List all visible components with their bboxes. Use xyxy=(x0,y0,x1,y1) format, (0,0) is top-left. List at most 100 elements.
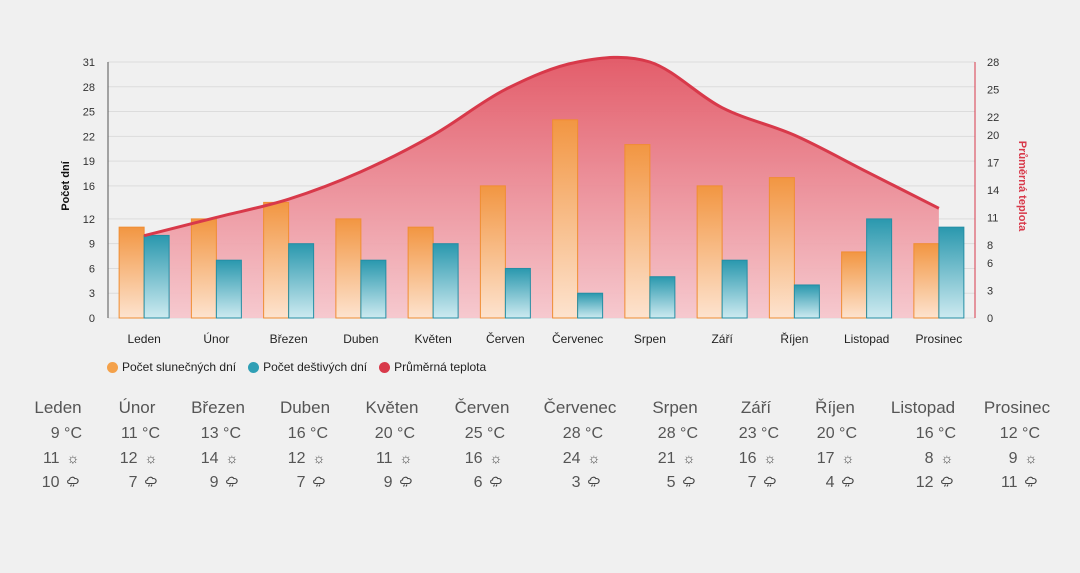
bar-rainy[interactable] xyxy=(938,226,965,319)
bar-sunny[interactable] xyxy=(407,226,434,319)
summary-rainy-value: 7 xyxy=(128,474,138,491)
summary-temp: 28 °C xyxy=(608,422,698,446)
bar-rainy[interactable] xyxy=(866,218,893,319)
summary-rainy-value: 12 xyxy=(915,474,934,491)
category-label: Listopad xyxy=(844,332,889,346)
legend-item-temp[interactable]: Průměrná teplota xyxy=(379,360,486,374)
summary-month: Červen xyxy=(454,398,510,417)
summary-temp: 9 °C xyxy=(0,422,82,446)
category-label: Únor xyxy=(203,331,229,346)
bar-sunny[interactable] xyxy=(624,144,651,319)
climate-chart: 0 3 6 9 12 16 19 22 25 28 31 0 3 6 8 11 14 17 20 22 25 28 Le… xyxy=(60,55,1028,346)
bar-rainy[interactable] xyxy=(215,259,242,319)
sun-icon: ☼ xyxy=(66,450,80,466)
bar-sunny[interactable] xyxy=(913,243,940,319)
summary-column: Červen 25 °C 16 ☼ 6 xyxy=(415,398,510,494)
right-tick-label: 11 xyxy=(987,212,998,224)
summary-sunny: 11 ☼ xyxy=(325,446,415,470)
bar-sunny[interactable] xyxy=(768,177,795,319)
summary-column: Duben 16 °C 12 ☼ 7 xyxy=(238,398,330,494)
right-tick-label: 14 xyxy=(987,185,999,197)
summary-month: Únor xyxy=(118,398,156,417)
bar-rainy[interactable] xyxy=(793,284,820,319)
legend-item-sunny[interactable]: Počet slunečných dní xyxy=(107,360,236,374)
summary-sunny-value: 11 xyxy=(375,450,393,467)
right-tick-label: 3 xyxy=(987,286,993,298)
bar-sunny[interactable] xyxy=(479,185,506,319)
summary-column: Leden 9 °C 11 ☼ 10 xyxy=(0,398,82,494)
bar-sunny[interactable] xyxy=(841,251,868,319)
bar-rainy[interactable] xyxy=(360,259,387,319)
summary-column: Únor 11 °C 12 ☼ 7 xyxy=(70,398,160,494)
summary-rainy: 4 xyxy=(767,470,857,494)
cloud-rain-icon xyxy=(1022,470,1040,494)
left-tick-label: 6 xyxy=(89,263,95,275)
cloud-rain-icon xyxy=(397,470,415,494)
sun-icon: ☼ xyxy=(841,450,855,466)
summary-sunny-value: 11 xyxy=(42,450,60,467)
category-label: Březen xyxy=(270,332,308,346)
summary-temp: 25 °C xyxy=(415,422,505,446)
bar-sunny[interactable] xyxy=(552,119,579,319)
summary-month: Červenec xyxy=(543,398,617,417)
bar-sunny[interactable] xyxy=(335,218,362,319)
summary-temp-value: 12 °C xyxy=(999,425,1040,442)
category-label: Září xyxy=(711,332,733,346)
summary-temp-value: 20 °C xyxy=(374,425,415,442)
category-label: Říjen xyxy=(780,331,808,346)
summary-month: Září xyxy=(740,398,772,417)
left-tick-label: 28 xyxy=(83,82,95,94)
summary-sunny: 17 ☼ xyxy=(767,446,857,470)
bar-sunny[interactable] xyxy=(190,218,217,319)
legend: Počet slunečných dní Počet deštivých dní… xyxy=(107,360,486,374)
summary-month: Leden xyxy=(34,398,82,417)
category-label: Srpen xyxy=(634,332,666,346)
category-label: Prosinec xyxy=(916,332,963,346)
right-tick-label: 25 xyxy=(987,84,999,96)
summary-month: Květen xyxy=(365,398,419,417)
bar-rainy[interactable] xyxy=(504,267,531,319)
bar-sunny[interactable] xyxy=(696,185,723,319)
cloud-rain-icon xyxy=(310,470,328,494)
category-label: Duben xyxy=(343,332,378,346)
summary-temp-value: 16 °C xyxy=(915,425,956,442)
bar-sunny[interactable] xyxy=(263,201,290,319)
summary-temp-value: 28 °C xyxy=(562,425,603,442)
summary-temp-value: 20 °C xyxy=(816,425,857,442)
right-tick-label: 20 xyxy=(987,130,999,142)
cloud-rain-icon xyxy=(585,470,603,494)
bar-rainy[interactable] xyxy=(288,243,315,319)
sun-icon: ☼ xyxy=(399,450,413,466)
sun-icon: ☼ xyxy=(489,450,503,466)
bar-rainy[interactable] xyxy=(432,243,459,319)
left-tick-label: 25 xyxy=(83,107,95,119)
category-label: Leden xyxy=(127,332,160,346)
bar-rainy[interactable] xyxy=(649,276,676,319)
sun-icon: ☼ xyxy=(587,450,601,466)
legend-label-rainy: Počet deštivých dní xyxy=(263,360,368,374)
right-tick-label: 17 xyxy=(987,158,999,170)
summary-month: Březen xyxy=(191,398,245,417)
summary-temp: 13 °C xyxy=(151,422,241,446)
summary-temp: 23 °C xyxy=(689,422,779,446)
sun-icon: ☼ xyxy=(225,450,239,466)
sun-icon: ☼ xyxy=(682,450,696,466)
summary-column: Listopad 16 °C 8 ☼ 12 xyxy=(866,398,956,494)
summary-month: Prosinec xyxy=(983,398,1051,417)
summary-column: Květen 20 °C 11 ☼ 9 xyxy=(325,398,419,494)
summary-rainy-value: 7 xyxy=(747,474,757,491)
cloud-rain-icon xyxy=(761,470,779,494)
summary-sunny-value: 21 xyxy=(657,450,676,467)
summary-month: Říjen xyxy=(815,398,855,417)
bar-rainy[interactable] xyxy=(577,292,604,319)
legend-item-rainy[interactable]: Počet deštivých dní xyxy=(248,360,367,374)
cloud-rain-icon xyxy=(938,470,956,494)
left-tick-label: 16 xyxy=(83,181,95,193)
bar-rainy[interactable] xyxy=(143,234,170,319)
sun-icon: ☼ xyxy=(312,450,326,466)
bar-sunny[interactable] xyxy=(118,226,145,319)
left-tick-label: 31 xyxy=(83,57,95,69)
summary-rainy-value: 3 xyxy=(571,474,581,491)
bar-rainy[interactable] xyxy=(721,259,748,319)
summary-rainy: 9 xyxy=(151,470,241,494)
